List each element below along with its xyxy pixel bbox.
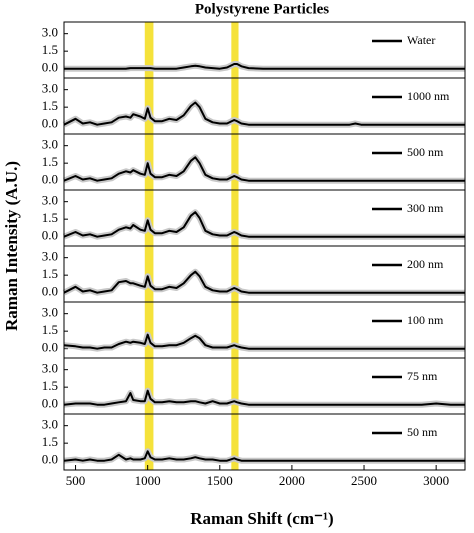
legend-label: 75 nm	[407, 369, 438, 383]
y-tick-label: 1.5	[42, 266, 58, 281]
legend-label: 500 nm	[407, 145, 444, 159]
legend-label: Water	[407, 33, 435, 47]
y-tick-label: 1.5	[42, 434, 58, 449]
legend-label: 1000 nm	[407, 89, 450, 103]
y-tick-label: 3.0	[42, 81, 58, 96]
spectrum-line	[63, 156, 465, 182]
y-tick-label: 1.5	[42, 210, 58, 225]
panel-frame	[63, 413, 466, 471]
y-axis-label: Raman Intensity (A.U.)	[2, 161, 21, 331]
spectrum-line	[63, 101, 465, 126]
spectrum-line	[63, 211, 465, 238]
x-tick-label: 2000	[279, 473, 305, 488]
y-tick-label: 3.0	[42, 361, 58, 376]
x-tick-label: 1500	[207, 473, 233, 488]
spectrum-line	[63, 389, 465, 406]
spectrum-line	[64, 63, 465, 70]
spectrum-line	[63, 270, 465, 294]
x-tick-label: 1000	[135, 473, 161, 488]
spread	[62, 99, 465, 128]
y-tick-label: 3.0	[42, 305, 58, 320]
y-tick-label: 0.0	[42, 452, 58, 467]
y-tick-label: 1.5	[42, 42, 58, 57]
x-tick-label: 3000	[423, 473, 449, 488]
legend-label: 300 nm	[407, 201, 444, 215]
y-tick-label: 0.0	[42, 284, 58, 299]
y-tick-label: 0.0	[42, 228, 58, 243]
spread	[63, 387, 465, 408]
y-tick-label: 3.0	[42, 193, 58, 208]
spread	[62, 154, 465, 184]
spectrum-line	[63, 450, 465, 462]
spectrum-line	[63, 333, 465, 350]
y-tick-label: 0.0	[42, 116, 58, 131]
y-tick-label: 3.0	[42, 417, 58, 432]
y-tick-label: 1.5	[42, 154, 58, 169]
x-tick-label: 2500	[351, 473, 377, 488]
y-tick-label: 1.5	[42, 378, 58, 393]
y-tick-label: 3.0	[42, 137, 58, 152]
spread	[62, 209, 465, 240]
y-tick-label: 1.5	[42, 322, 58, 337]
y-tick-label: 0.0	[42, 396, 58, 411]
y-tick-label: 3.0	[42, 25, 58, 40]
y-tick-label: 1.5	[42, 98, 58, 113]
y-tick-label: 0.0	[42, 60, 58, 75]
legend-label: 50 nm	[407, 425, 438, 439]
chart-title: Polystyrene Particles	[195, 1, 329, 17]
y-tick-label: 3.0	[42, 249, 58, 264]
x-tick-label: 500	[66, 473, 86, 488]
legend-label: 100 nm	[407, 313, 444, 327]
x-axis-label: Raman Shift (cm⁻¹)	[190, 509, 333, 528]
y-tick-label: 0.0	[42, 172, 58, 187]
legend-label: 200 nm	[407, 257, 444, 271]
y-tick-label: 0.0	[42, 340, 58, 355]
